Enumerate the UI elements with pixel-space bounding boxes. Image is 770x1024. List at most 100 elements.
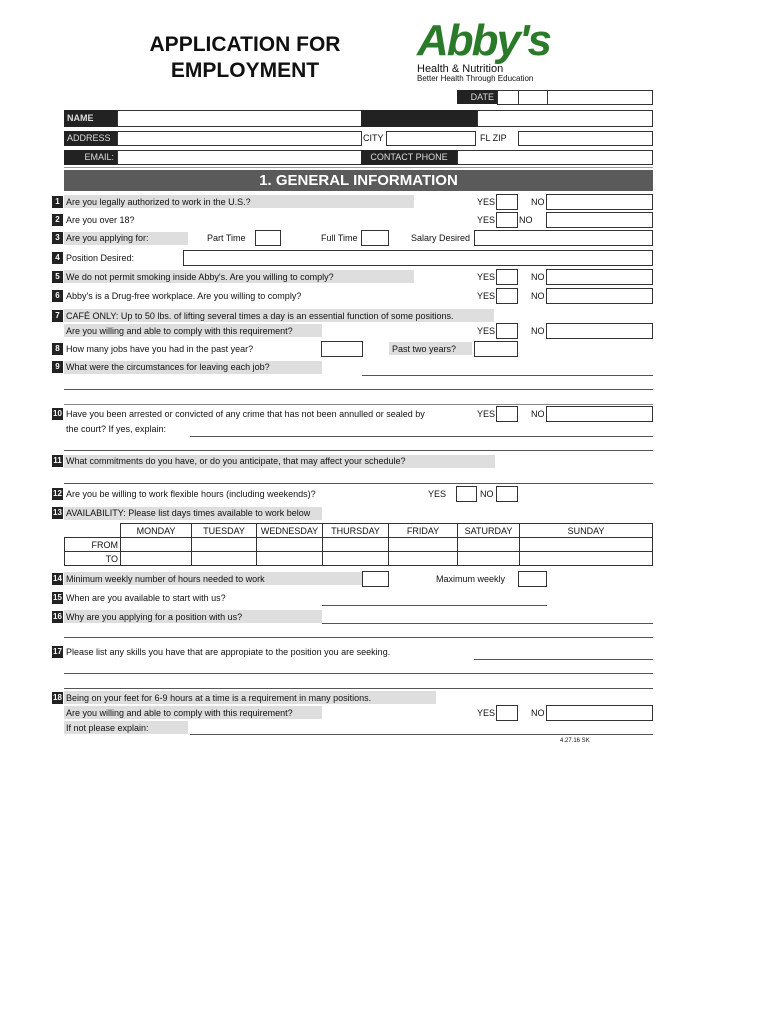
form-version: 4.27.16 SK: [560, 738, 590, 744]
q16-answer-line[interactable]: [322, 623, 653, 624]
question-highlight: [64, 721, 188, 734]
q17-answer-line-2[interactable]: [64, 673, 653, 674]
zip-field[interactable]: [518, 131, 653, 146]
question-highlight: [64, 324, 322, 337]
full-time-checkbox[interactable]: [361, 230, 389, 246]
email-label: EMAIL:: [64, 150, 117, 165]
q18-yes-checkbox[interactable]: [496, 705, 518, 721]
date-label: DATE: [457, 90, 497, 104]
date-day-field[interactable]: [518, 90, 548, 105]
q10-explain-line-2[interactable]: [64, 450, 653, 451]
question-highlight: [64, 270, 414, 283]
q11-text: What commitments do you have, or do you …: [66, 456, 406, 466]
q6-no-field[interactable]: [546, 288, 653, 304]
question-highlight: [64, 507, 322, 520]
q16-number: 16: [52, 611, 63, 623]
q16-text: Why are you applying for a position with…: [66, 612, 243, 622]
to-cell[interactable]: [519, 551, 653, 566]
part-time-label: Part Time: [207, 233, 246, 243]
question-highlight: [64, 706, 322, 719]
q5-yes-checkbox[interactable]: [496, 269, 518, 285]
q18-explain-line[interactable]: [190, 734, 653, 735]
to-cell[interactable]: [322, 551, 389, 566]
date-year-field[interactable]: [547, 90, 653, 105]
q10-yes-label: YES: [477, 409, 496, 419]
q6-number: 6: [52, 290, 63, 302]
q2-no-field[interactable]: [546, 212, 653, 228]
q1-yes-checkbox[interactable]: [496, 194, 518, 210]
position-desired-field[interactable]: [183, 250, 653, 266]
name-field[interactable]: [117, 110, 362, 127]
address-label: ADDRESS: [64, 131, 117, 146]
q12-yes-checkbox[interactable]: [456, 486, 477, 502]
q17-answer-line-3[interactable]: [64, 688, 653, 689]
address-field[interactable]: [117, 131, 362, 146]
max-hours-field[interactable]: [518, 571, 547, 587]
q7-text-2: Are you willing and able to comply with …: [66, 326, 293, 336]
q18-no-field[interactable]: [546, 705, 653, 721]
name-field-2[interactable]: [477, 110, 653, 127]
contact-phone-field[interactable]: [457, 150, 653, 165]
min-hours-field[interactable]: [362, 571, 389, 587]
from-cell[interactable]: [322, 537, 389, 552]
title-line2: EMPLOYMENT: [170, 59, 320, 82]
row-label-to: TO: [64, 551, 121, 566]
part-time-checkbox[interactable]: [255, 230, 281, 246]
q18-no-label: NO: [531, 708, 545, 718]
salary-desired-field[interactable]: [474, 230, 653, 246]
q12-no-label: NO: [480, 489, 494, 499]
q3-number: 3: [52, 232, 63, 244]
q10-explain-line[interactable]: [190, 436, 653, 437]
q1-no-field[interactable]: [546, 194, 653, 210]
q7-yes-checkbox[interactable]: [496, 323, 518, 339]
from-cell[interactable]: [388, 537, 458, 552]
table-row: FROM: [64, 537, 653, 552]
day-header: WEDNESDAY: [256, 523, 323, 538]
from-cell[interactable]: [519, 537, 653, 552]
to-cell[interactable]: [120, 551, 192, 566]
email-field[interactable]: [117, 150, 362, 165]
q11-answer-line[interactable]: [64, 483, 653, 484]
q6-text: Abby's is a Drug-free workplace. Are you…: [66, 291, 302, 301]
from-cell[interactable]: [120, 537, 192, 552]
to-cell[interactable]: [191, 551, 257, 566]
q6-yes-checkbox[interactable]: [496, 288, 518, 304]
q10-no-label: NO: [531, 409, 545, 419]
fl-zip-label: FL ZIP: [480, 133, 507, 143]
day-header: FRIDAY: [388, 523, 458, 538]
q7-yes-label: YES: [477, 326, 496, 336]
q11-number: 11: [52, 455, 63, 467]
to-cell[interactable]: [388, 551, 458, 566]
q16-answer-line-2[interactable]: [64, 637, 653, 638]
q10-yes-checkbox[interactable]: [496, 406, 518, 422]
q7-no-field[interactable]: [546, 323, 653, 339]
name-dark-block: [361, 110, 477, 127]
city-field[interactable]: [386, 131, 476, 146]
q17-answer-line[interactable]: [474, 659, 653, 660]
full-time-label: Full Time: [321, 233, 358, 243]
jobs-past-two-years-field[interactable]: [474, 341, 518, 357]
q10-no-field[interactable]: [546, 406, 653, 422]
q9-number: 9: [52, 361, 63, 373]
divider: [64, 167, 653, 168]
date-month-field[interactable]: [497, 90, 519, 105]
to-cell[interactable]: [256, 551, 323, 566]
to-cell[interactable]: [457, 551, 520, 566]
day-header: THURSDAY: [322, 523, 389, 538]
from-cell[interactable]: [191, 537, 257, 552]
q18-yes-label: YES: [477, 708, 496, 718]
q2-yes-checkbox[interactable]: [496, 212, 518, 228]
q12-no-checkbox[interactable]: [496, 486, 518, 502]
abbys-logo: Abby's Health & Nutrition Better Health …: [417, 16, 552, 84]
q9-answer-line-2[interactable]: [64, 389, 653, 390]
start-date-line[interactable]: [322, 605, 547, 606]
question-highlight: [64, 455, 495, 468]
q17-text: Please list any skills you have that are…: [66, 647, 391, 657]
q7-number: 7: [52, 310, 63, 322]
jobs-past-year-field[interactable]: [321, 341, 363, 357]
q10-text-2: the court? If yes, explain:: [66, 424, 167, 434]
from-cell[interactable]: [256, 537, 323, 552]
from-cell[interactable]: [457, 537, 520, 552]
q5-no-field[interactable]: [546, 269, 653, 285]
q9-answer-line[interactable]: [362, 375, 653, 376]
